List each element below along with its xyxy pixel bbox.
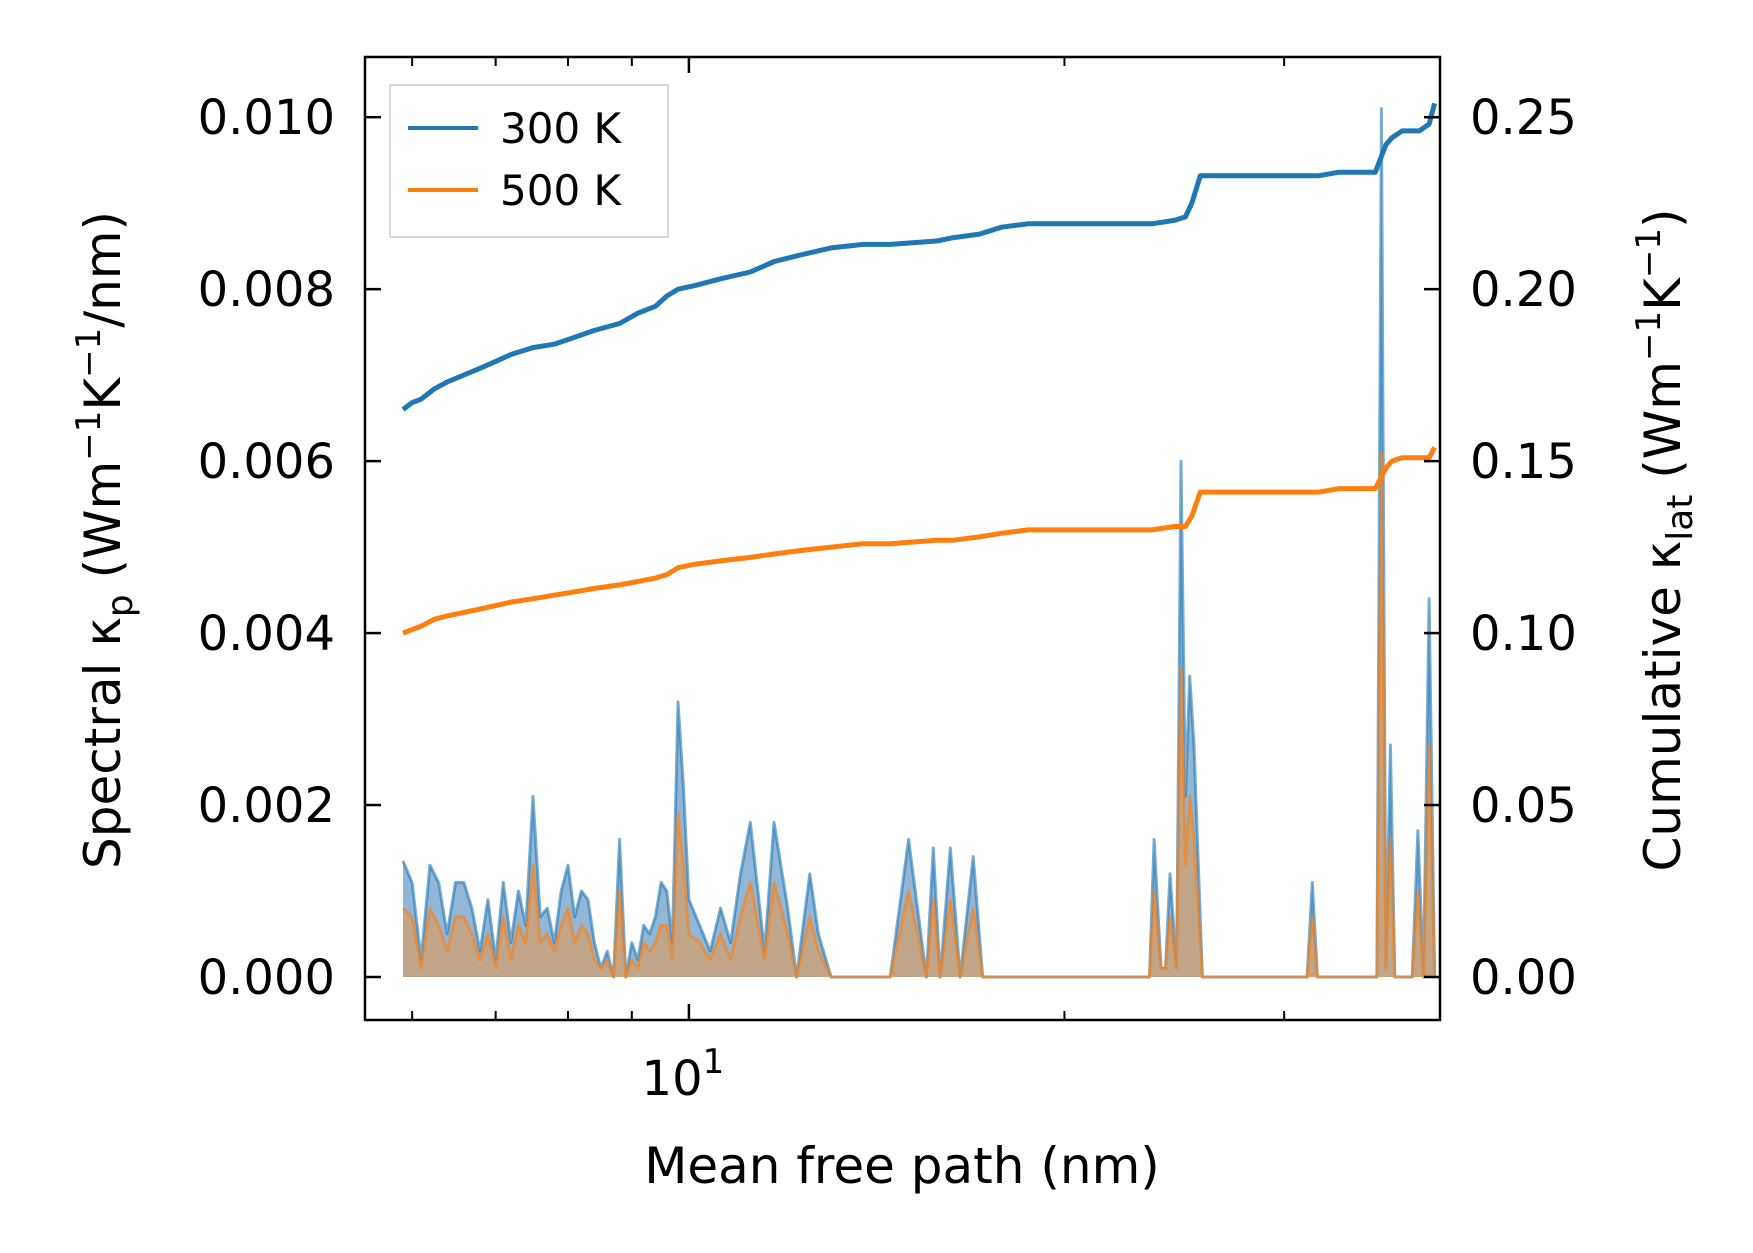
cumulative-layer xyxy=(401,102,1438,636)
y-right-tick-label: 0.00 xyxy=(1470,950,1577,1006)
y-left-tick-label: 0.008 xyxy=(198,262,335,318)
y-left-tick-label: 0.002 xyxy=(198,778,335,834)
y-right-label-sup2: −1 xyxy=(1629,228,1669,278)
legend-label-500k: 500 K xyxy=(500,166,623,215)
y-left-label-sup1: −1 xyxy=(69,411,109,461)
y-left-label-post: /nm) xyxy=(74,211,132,328)
y-right-tick-label: 0.05 xyxy=(1470,778,1577,834)
y-left-label-mid: (Wm xyxy=(74,461,132,595)
y-left-label-sub: p xyxy=(100,594,141,617)
y-left-label-sup2: −1 xyxy=(69,328,109,378)
y-right-label-post: ) xyxy=(1634,208,1692,228)
y-left-tick-label: 0.004 xyxy=(198,606,335,662)
y-left-tick-label: 0.006 xyxy=(198,434,335,490)
spectral-line-500k xyxy=(401,451,1437,979)
ticks-layer: 0.000 0.002 0.004 0.006 0.008 0.010 0.00 0.05 0.… xyxy=(198,57,1577,1107)
y-left-label-pre: Spectral κ xyxy=(74,617,132,869)
y-right-label-pre: Cumulative κ xyxy=(1634,541,1692,872)
y-left-axis-label: Spectral κp (Wm−1K−1/nm) xyxy=(69,211,141,869)
y-right-tick-label: 0.10 xyxy=(1470,606,1577,662)
y-right-tick-label: 0.20 xyxy=(1470,262,1577,318)
legend-label-300k: 300 K xyxy=(500,104,623,153)
cumulative-line-300k xyxy=(401,102,1438,412)
cumulative-line-500k xyxy=(402,446,1437,636)
y-right-tick-label: 0.25 xyxy=(1470,90,1577,146)
legend: 300 K 500 K xyxy=(389,84,669,238)
y-right-tick-label: 0.15 xyxy=(1470,434,1577,490)
y-right-label-mid: (Wm xyxy=(1634,361,1692,495)
x-axis-label: Mean free path (nm) xyxy=(644,1137,1160,1195)
y-left-tick-label: 0.000 xyxy=(198,950,335,1006)
y-right-label-sup1: −1 xyxy=(1629,311,1669,361)
legend-box xyxy=(389,84,669,238)
y-right-axis-label: Cumulative κlat (Wm−1K−1) xyxy=(1629,208,1701,871)
spectral-layer xyxy=(401,107,1437,979)
y-left-label-mid2: K xyxy=(74,377,132,411)
plot-frame xyxy=(363,55,1442,1022)
y-right-label-sub: lat xyxy=(1660,495,1701,541)
y-right-label-mid2: K xyxy=(1634,277,1692,311)
x-tick-label: 101 xyxy=(642,1042,725,1107)
y-left-tick-label: 0.010 xyxy=(198,90,335,146)
